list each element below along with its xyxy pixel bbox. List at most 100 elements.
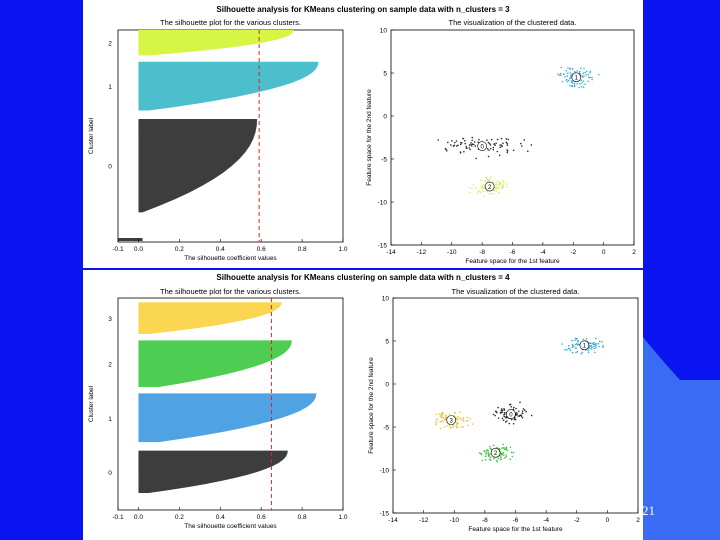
scatter-point	[471, 136, 474, 139]
silhouette-axes-frame	[117, 297, 344, 511]
scatter-point	[598, 340, 601, 343]
scatter-point	[581, 351, 584, 354]
cluster-center-label: 3	[450, 418, 454, 424]
scatter-point	[567, 344, 570, 347]
scatter-point	[587, 80, 589, 83]
scatter-point	[507, 138, 510, 141]
scatter-point	[561, 80, 564, 83]
scatter-point	[473, 143, 475, 146]
scatter-point	[569, 72, 571, 74]
scatter-point	[591, 342, 594, 345]
scatter-point	[462, 416, 465, 419]
scatter-point	[512, 422, 515, 425]
x-tick-label: 0.2	[175, 246, 184, 253]
scatter-point	[485, 176, 488, 179]
scatter-point	[459, 417, 461, 420]
silhouette-cluster-2	[138, 340, 292, 388]
scatter-point	[460, 141, 462, 144]
scatter-point	[567, 79, 570, 82]
scatter-point	[452, 426, 454, 429]
scatter-point	[502, 181, 505, 183]
scatter-point	[504, 448, 506, 451]
cluster-center-0	[506, 409, 516, 419]
scatter-point	[435, 418, 438, 421]
scatter-point	[506, 420, 508, 422]
x-tick-label: -10	[447, 249, 457, 256]
scatter-point	[495, 411, 498, 414]
silhouette-ylabel: Cluster label	[88, 385, 95, 422]
page-number: 21	[642, 503, 655, 518]
scatter-point	[501, 185, 503, 188]
silhouette-title: The silhouette plot for the various clus…	[160, 18, 301, 27]
scatter-point	[582, 338, 585, 341]
scatter-point	[517, 415, 519, 417]
scatter-point	[598, 345, 600, 348]
y-tick-label: 5	[385, 339, 389, 346]
scatter-point	[587, 351, 590, 354]
x-tick-label: 0.8	[298, 246, 307, 253]
scatter-point	[445, 415, 447, 418]
cluster-label: 2	[108, 362, 112, 369]
scatter-ylabel: Feature space for the 2nd feature	[366, 89, 373, 186]
scatter-point	[449, 425, 452, 428]
scatter-point	[483, 450, 486, 452]
scatter-point	[459, 152, 462, 154]
scatter-point	[501, 411, 503, 414]
scatter-point	[575, 338, 578, 340]
scatter-point	[598, 73, 600, 76]
scatter-point	[471, 139, 474, 142]
y-tick-label: 0	[383, 114, 387, 121]
scatter-point	[580, 79, 583, 82]
scatter-point	[482, 190, 485, 192]
scatter-point	[590, 348, 592, 350]
scatter-point	[573, 82, 576, 85]
scatter-point	[469, 191, 471, 194]
scatter-point	[576, 83, 579, 85]
scatter-point	[496, 461, 498, 463]
scatter-point	[499, 146, 502, 149]
scatter-point	[504, 457, 506, 459]
scatter-point	[497, 406, 499, 409]
cluster-label: 2	[108, 41, 112, 48]
x-tick-label: -4	[543, 517, 549, 524]
scatter-point	[441, 419, 444, 422]
scatter-point	[468, 186, 471, 189]
scatter-point	[497, 457, 500, 460]
scatter-point	[493, 189, 495, 192]
scatter-point	[444, 414, 447, 417]
scatter-point	[468, 147, 471, 149]
scatter-point	[506, 144, 509, 146]
scatter-point	[435, 413, 438, 416]
scatter-point	[585, 74, 587, 76]
scatter-point	[493, 444, 495, 447]
scatter-point	[595, 342, 597, 345]
scatter-point	[489, 192, 491, 195]
silhouette-cluster-1	[138, 393, 317, 443]
scatter-point	[524, 409, 526, 411]
scatter-point	[583, 75, 585, 77]
scatter-point	[473, 141, 476, 143]
scatter-point	[558, 74, 561, 76]
scatter-point	[487, 452, 490, 454]
scatter-point	[565, 69, 568, 72]
scatter-point	[484, 455, 487, 458]
scatter-point	[593, 345, 595, 348]
scatter-point	[502, 142, 504, 145]
x-tick-label: -0.1	[112, 514, 124, 521]
scatter-point	[503, 415, 505, 418]
scatter-point	[577, 340, 579, 343]
scatter-point	[490, 176, 492, 178]
scatter-point	[462, 420, 465, 423]
scatter-point	[523, 139, 526, 141]
scatter-point	[530, 144, 533, 146]
scatter-point	[487, 453, 490, 455]
scatter-point	[439, 420, 442, 423]
scatter-point	[505, 141, 508, 144]
cluster-center-1	[571, 72, 582, 83]
scatter-point	[439, 427, 442, 430]
scatter-point	[472, 184, 475, 186]
scatter-point	[499, 144, 501, 146]
scatter-point	[470, 142, 472, 144]
scatter-point	[492, 413, 495, 416]
